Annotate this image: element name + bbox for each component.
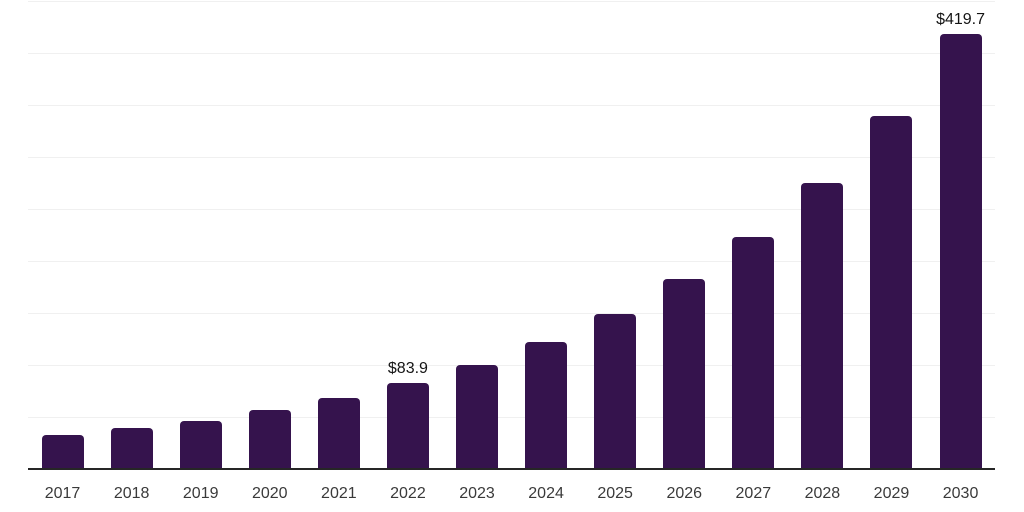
- gridline: [28, 1, 995, 2]
- gridline: [28, 313, 995, 314]
- bar-band: [719, 2, 788, 470]
- bar-2025: [594, 313, 637, 470]
- bar-band: [442, 2, 511, 470]
- x-tick-label: 2029: [873, 485, 910, 502]
- x-tick-label: 2021: [321, 485, 357, 502]
- bar-2029: [870, 116, 913, 470]
- bar-2024: [525, 341, 568, 470]
- bar-2030: [939, 33, 982, 470]
- bar-2020: [248, 410, 291, 470]
- bar-band: [28, 2, 97, 470]
- x-axis-line: [28, 468, 995, 470]
- x-tick-label: 2023: [459, 485, 495, 502]
- bar-band: $83.9: [373, 2, 442, 470]
- bar-2027: [732, 237, 775, 470]
- gridline: [28, 365, 995, 366]
- bar-band: [512, 2, 581, 470]
- bar-2026: [663, 279, 706, 470]
- x-tick-label: 2018: [113, 485, 150, 502]
- gridline: [28, 157, 995, 158]
- bar-band: [581, 2, 650, 470]
- x-tick-label: 2020: [251, 485, 288, 502]
- x-tick-label: 2030: [942, 485, 979, 502]
- bar-2028: [801, 183, 844, 470]
- x-axis-tick-labels: 2017 2018 2019 2020 2021 2022 2023 2024 2025 2026…: [28, 470, 995, 512]
- bar-2021: [317, 397, 360, 470]
- bar-band: [650, 2, 719, 470]
- gridline: [28, 105, 995, 106]
- bar-band: [857, 2, 926, 470]
- bar-2023: [456, 364, 498, 470]
- gridline: [28, 261, 995, 262]
- bar-band: $419.7: [926, 2, 995, 470]
- x-tick-label: 2022: [390, 485, 426, 502]
- x-tick-label: 2017: [44, 485, 81, 502]
- gridline: [28, 417, 995, 418]
- bar-band: [235, 2, 304, 470]
- gridline: [28, 53, 995, 54]
- bar-value-label: $83.9: [387, 359, 428, 377]
- plot-area: $83.9 $419.7: [28, 1, 995, 470]
- bar-band: [304, 2, 373, 470]
- bar-2022: [386, 382, 429, 470]
- bar-band: [788, 2, 857, 470]
- x-tick-label: 2026: [666, 485, 703, 502]
- x-tick-label: 2024: [528, 485, 564, 502]
- bar-band: [97, 2, 166, 470]
- gridline: [28, 209, 995, 210]
- x-tick-label: 2025: [597, 485, 633, 502]
- x-tick-label: 2019: [182, 485, 219, 502]
- bar-value-label: $419.7: [936, 10, 986, 28]
- bar-2018: [110, 428, 153, 470]
- x-tick-label: 2027: [735, 485, 772, 502]
- bar-band: [166, 2, 235, 470]
- bar-2019: [179, 420, 222, 470]
- bar-2017: [41, 434, 84, 470]
- bars-row: $83.9 $419.7: [28, 2, 995, 470]
- x-tick-label: 2028: [804, 485, 841, 502]
